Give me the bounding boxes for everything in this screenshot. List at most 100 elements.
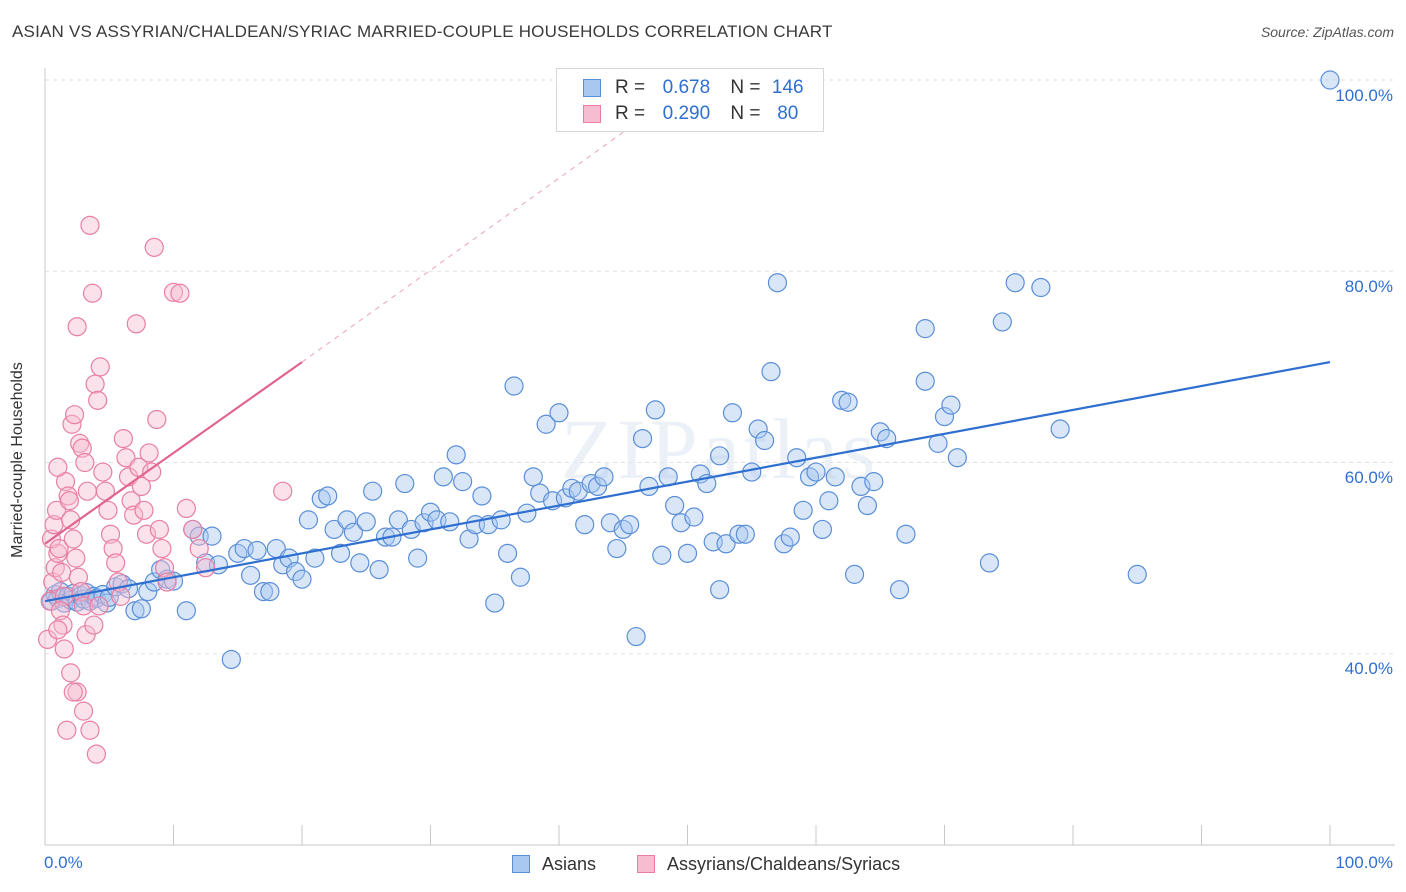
assyrian-point [111,586,131,606]
asian-point [260,581,280,602]
chart-title: ASIAN VS ASSYRIAN/CHALDEAN/SYRIAC MARRIE… [12,22,833,41]
asian-point [722,403,743,423]
asian-point [485,593,505,613]
assyrian-point [196,558,216,578]
asian-point [1031,277,1051,298]
assyrian-point [139,443,159,463]
asian-point [1127,564,1147,584]
assyrian-point [273,481,293,501]
asian-point [710,446,730,466]
assyrian-point [93,462,113,482]
asian-point [459,529,479,549]
asian-point [1005,273,1025,293]
asian-point [812,519,833,540]
assyrian-point [131,476,151,497]
assyrian-point [152,538,172,559]
x-axis-min-label: 0.0% [44,853,83,872]
asian-point [498,543,518,563]
assyrian-point [189,538,209,559]
asian-point [645,400,665,420]
assyrian-point [84,615,104,635]
asian-point [684,507,704,527]
asian-point [767,273,788,293]
legend-row-asian: R = 0.678 N = 146 [583,76,810,100]
asian-point [221,649,241,670]
asian-point [710,580,730,600]
assyrian-point [73,596,94,616]
asian-point [472,486,492,506]
assyrian-point [76,625,96,645]
asian-point [844,564,865,584]
asian-point [131,599,151,619]
x-axis-max-label: 100.0% [1335,853,1393,872]
asian-trend-line [44,361,1331,603]
axes [44,68,1395,846]
assyrian-point [61,663,81,683]
assyrian-points [37,215,293,764]
assyrian-point [149,519,169,540]
asian-point [754,430,775,451]
assyrian-point [144,237,164,257]
asian-point [639,476,659,497]
assyrian-point [121,491,141,511]
asian-point [491,510,511,530]
y-tick-40: 40.0% [1344,659,1393,678]
asian-point [889,580,910,600]
legend-label-assyrians: Assyrians/Chaldeans/Syriacs [667,853,901,874]
assyrian-point [154,558,175,578]
assyrian-point [134,500,154,520]
assyrian-point [157,572,177,592]
assyrian-point [163,282,184,302]
assyrian-point [170,283,190,303]
asian-point [793,500,813,520]
asian-point [369,559,389,580]
assyrian-point [49,538,69,559]
asian-point [607,538,627,559]
asian-point [915,371,935,391]
n-label: N = [730,77,761,98]
asian-point [851,476,871,497]
asian-point [1050,419,1070,439]
asian-point [324,519,344,540]
asian-point [420,502,441,522]
asian-point [575,515,595,535]
asian-swatch-icon [583,79,601,97]
assyrian-point [72,438,92,458]
trend-lines [44,122,1331,603]
asian-point [806,462,826,482]
asian-point [343,522,363,542]
asian-point [395,473,415,494]
asian-point [305,548,325,568]
asian-point [504,376,524,396]
legend-item-asians: Asians [512,852,596,876]
y-tick-80: 80.0% [1344,277,1393,296]
assyrian-point [48,457,68,477]
asian-point [896,524,916,544]
assyrian-point [73,701,94,721]
asian-point [934,407,955,427]
asian-point [587,476,608,497]
asian-point [523,467,543,487]
assyrian-point [64,405,85,425]
watermark: ZIPatlas [561,401,880,497]
n-value-asian: 146 [771,77,804,98]
asian-point [318,486,338,506]
assyrian-point [103,538,123,559]
y-axis-label: Married-couple Households [9,362,26,558]
asian-point [247,540,267,561]
assyrian-point [77,481,98,501]
asian-point [594,467,614,487]
assyrian-point [48,620,68,640]
asian-point [363,481,383,501]
assyrian-point [85,374,105,394]
asian-point [838,392,858,412]
asian-point [350,553,370,573]
asian-point [337,510,357,530]
asian-point [549,403,569,423]
asian-point [626,626,646,647]
asian-point [677,543,698,563]
r-label: R = [615,77,646,98]
asian-point [780,527,800,547]
assyrian-point [57,720,77,740]
asian-points [41,70,1340,670]
